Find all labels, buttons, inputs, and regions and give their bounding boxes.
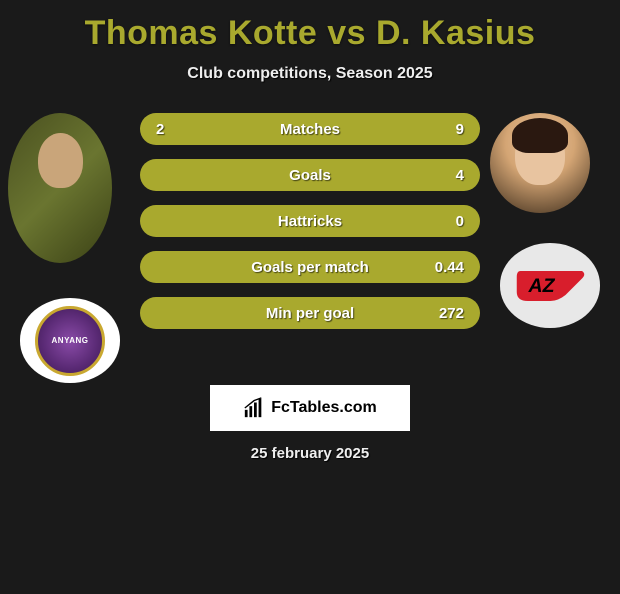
- stat-row: Goals 4: [140, 159, 480, 191]
- stat-label: Hattricks: [186, 213, 434, 230]
- stat-row: Min per goal 272: [140, 297, 480, 329]
- stat-label: Min per goal: [186, 305, 434, 322]
- date-label: 25 february 2025: [0, 445, 620, 462]
- stat-right-value: 9: [434, 121, 464, 138]
- player-left-club-badge: ANYANG: [20, 298, 120, 383]
- subtitle: Club competitions, Season 2025: [0, 65, 620, 83]
- stat-right-value: 0: [434, 213, 464, 230]
- player-right-avatar: [490, 113, 590, 213]
- page-title: Thomas Kotte vs D. Kasius: [0, 14, 620, 53]
- player-right-club-badge: AZ: [500, 243, 600, 328]
- stat-right-value: 4: [434, 167, 464, 184]
- stat-row: 2 Matches 9: [140, 113, 480, 145]
- stat-right-value: 272: [434, 305, 464, 322]
- stat-label: Matches: [186, 121, 434, 138]
- stat-label: Goals per match: [186, 259, 434, 276]
- az-logo-icon: AZ: [513, 261, 588, 311]
- stat-row: Goals per match 0.44: [140, 251, 480, 283]
- stat-bars: 2 Matches 9 Goals 4 Hattricks 0 Goals pe…: [140, 113, 480, 343]
- stats-area: ANYANG AZ 2 Matches 9 Goals 4 Hattricks …: [0, 113, 620, 353]
- club-left-text: ANYANG: [52, 336, 89, 345]
- stat-label: Goals: [186, 167, 434, 184]
- stat-row: Hattricks 0: [140, 205, 480, 237]
- chart-icon: [243, 397, 265, 419]
- player-left-avatar: [8, 113, 112, 263]
- stat-right-value: 0.44: [434, 259, 464, 276]
- stat-left-value: 2: [156, 121, 186, 138]
- site-name: FcTables.com: [271, 399, 377, 417]
- site-badge: FcTables.com: [210, 385, 410, 431]
- svg-text:AZ: AZ: [527, 275, 555, 297]
